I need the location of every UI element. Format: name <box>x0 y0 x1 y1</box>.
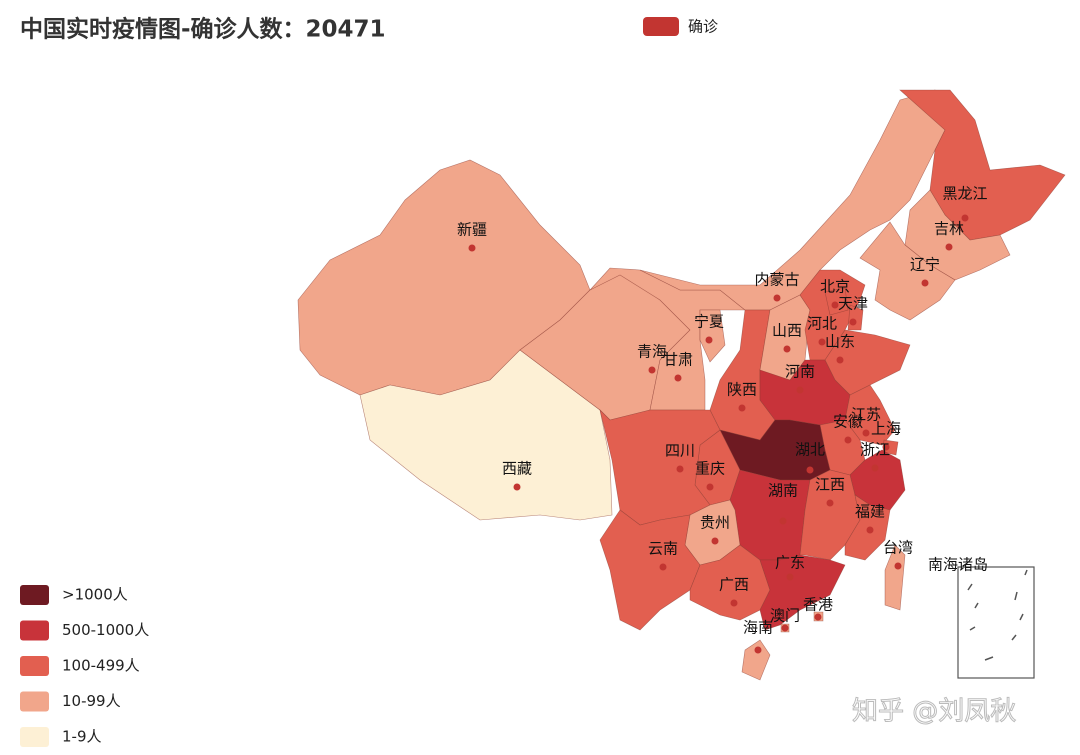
province-label: 广西 <box>719 576 749 594</box>
province-dot <box>806 466 814 474</box>
province-label: 重庆 <box>695 460 725 478</box>
province-label: 安徽 <box>833 413 863 431</box>
province-dot <box>945 243 953 251</box>
province-dot <box>773 294 781 302</box>
inset-islands <box>967 569 1028 661</box>
province-dot <box>754 646 762 654</box>
regions <box>297 89 1066 681</box>
piece-swatch <box>20 727 49 747</box>
inset-frame <box>957 566 1035 679</box>
province-label: 天津 <box>838 295 868 313</box>
province-dot <box>831 301 839 309</box>
province <box>359 349 613 521</box>
province-label: 河北 <box>807 315 837 333</box>
province-label: 新疆 <box>457 221 487 239</box>
province-dot <box>786 573 794 581</box>
province <box>741 639 771 681</box>
province-label: 上海 <box>871 420 901 438</box>
province-dot <box>730 599 738 607</box>
province-label: 香港 <box>803 596 833 614</box>
piece-label: 10-99人 <box>62 692 121 710</box>
province-label: 甘肃 <box>663 351 693 369</box>
province-dot <box>738 404 746 412</box>
province <box>884 544 906 611</box>
province-label: 吉林 <box>934 220 964 238</box>
province <box>699 309 726 363</box>
province-label: 浙江 <box>860 441 890 459</box>
province-dot <box>779 517 787 525</box>
province-dot <box>676 465 684 473</box>
province-label: 云南 <box>648 540 678 558</box>
province-label: 海南 <box>743 619 773 637</box>
province-label: 北京 <box>820 278 850 296</box>
province-label: 陕西 <box>727 381 757 399</box>
province <box>904 189 1011 281</box>
piece-swatch <box>20 585 49 605</box>
province-dot <box>871 464 879 472</box>
province-dot <box>814 613 822 621</box>
province-label: 广东 <box>775 554 805 572</box>
province-dot <box>513 483 521 491</box>
legend-label: 确诊 <box>688 18 718 36</box>
province <box>859 221 956 321</box>
province-dot <box>818 338 826 346</box>
watermark: 知乎 @刘凤秋 <box>852 697 1016 727</box>
province-label: 山东 <box>825 333 855 351</box>
legend-swatch <box>643 17 679 36</box>
province <box>824 287 849 316</box>
province <box>899 89 1066 241</box>
piece-swatch <box>20 620 49 641</box>
province-label: 内蒙古 <box>754 271 799 289</box>
province-label: 辽宁 <box>910 256 940 274</box>
province-label: 黑龙江 <box>942 185 987 203</box>
province-dot <box>862 429 870 437</box>
province-label: 山西 <box>772 322 802 340</box>
province-dot <box>468 244 476 252</box>
province <box>599 509 701 631</box>
piece-label: 100-499人 <box>62 657 140 675</box>
piece-swatch <box>20 691 49 712</box>
province-label: 江西 <box>815 476 845 494</box>
piece-label: 1-9人 <box>62 728 102 746</box>
province-dot <box>921 279 929 287</box>
province-label: 湖南 <box>768 482 798 500</box>
province-label: 湖北 <box>795 441 825 459</box>
province-label: 西藏 <box>502 460 532 478</box>
province-dot <box>866 526 874 534</box>
province <box>759 554 846 631</box>
province-dot <box>705 336 713 344</box>
inset-label: 南海诸岛 <box>928 556 988 574</box>
chart-title: 中国实时疫情图-确诊人数：20471 <box>20 16 386 43</box>
province-dot <box>844 436 852 444</box>
piece-swatch <box>20 656 49 676</box>
province-dot <box>882 443 890 451</box>
province-dot <box>659 563 667 571</box>
province-label: 贵州 <box>700 514 730 532</box>
province-dot <box>836 356 844 364</box>
province-label: 台湾 <box>883 539 913 557</box>
province-label: 青海 <box>637 343 667 361</box>
province-dot <box>648 366 656 374</box>
province-dot <box>961 214 969 222</box>
province-label: 江苏 <box>851 406 881 424</box>
province-label: 福建 <box>855 503 885 521</box>
province-dot <box>711 537 719 545</box>
province-dot <box>796 386 804 394</box>
province-label: 澳门 <box>770 607 800 625</box>
province-dot <box>894 562 902 570</box>
province-dot <box>781 624 789 632</box>
piece-label: 500-1000人 <box>62 621 149 639</box>
province-label: 河南 <box>785 363 815 381</box>
province-dot <box>706 483 714 491</box>
province-dot <box>849 318 857 326</box>
province <box>844 494 891 561</box>
province-label: 宁夏 <box>694 313 724 331</box>
piece-label: >1000人 <box>62 586 128 604</box>
province-label: 四川 <box>665 442 695 460</box>
province-dot <box>826 499 834 507</box>
province-dot <box>674 374 682 382</box>
province-dot <box>783 345 791 353</box>
